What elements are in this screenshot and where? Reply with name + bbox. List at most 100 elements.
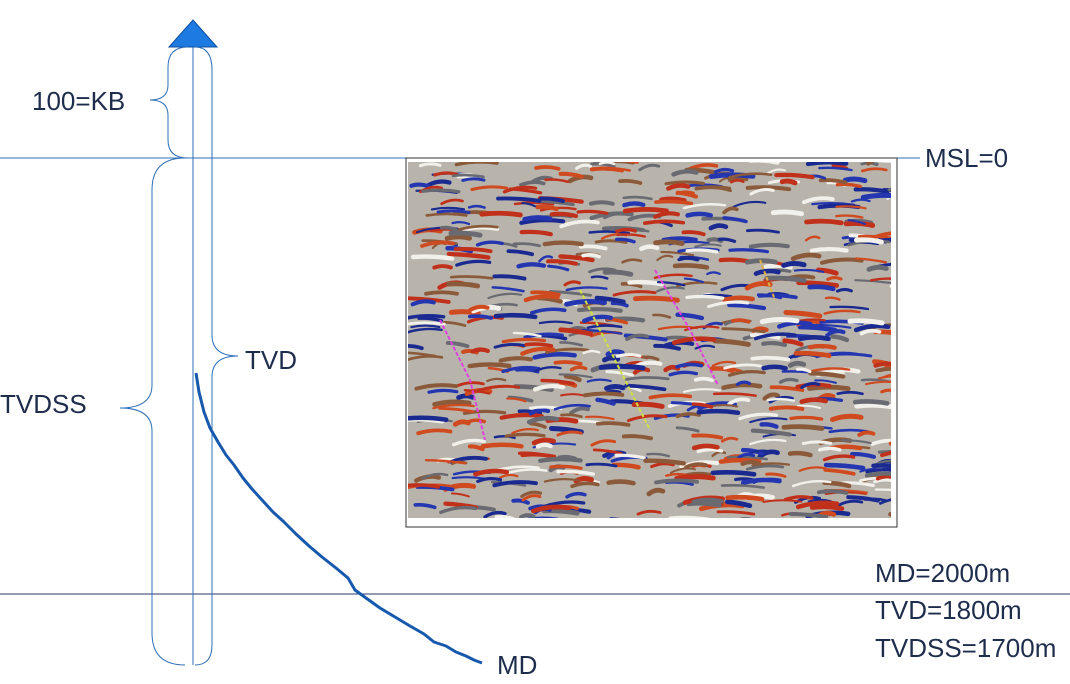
seismic-stroke: [672, 263, 710, 270]
seismic-stroke: [717, 237, 737, 244]
seismic-stroke: [432, 403, 475, 410]
seismic-stroke: [417, 316, 444, 323]
seismic-stroke: [611, 462, 641, 470]
seismic-stroke: [531, 437, 556, 446]
seismic-stroke: [778, 377, 799, 384]
seismic-stroke: [438, 406, 475, 414]
seismic-stroke: [870, 438, 891, 446]
seismic-stroke: [757, 449, 780, 460]
seismic-stroke: [809, 247, 849, 253]
seismic-stroke: [749, 417, 788, 424]
seismic-stroke: [535, 204, 559, 212]
seismic-stroke: [748, 242, 790, 249]
seismic-stroke: [681, 230, 706, 237]
seismic-stroke: [795, 500, 840, 510]
seismic-stroke: [450, 492, 470, 498]
seismic-stroke: [414, 383, 458, 391]
seismic-stroke: [470, 185, 509, 192]
seismic-stroke: [451, 221, 471, 226]
seismic-stroke: [882, 373, 891, 379]
seismic-stroke: [520, 490, 543, 498]
seismic-stroke: [547, 264, 570, 272]
seismic-stroke: [446, 281, 481, 289]
seismic-stroke: [538, 456, 583, 463]
seismic-stroke: [822, 454, 856, 462]
seismic-stroke: [691, 443, 720, 451]
seismic-stroke: [859, 476, 890, 483]
seismic-stroke: [553, 360, 583, 366]
seismic-stroke: [798, 334, 831, 342]
seismic-stroke: [745, 464, 785, 471]
seismic-stroke: [507, 395, 534, 403]
seismic-stroke: [877, 449, 891, 454]
seismic-stroke: [710, 470, 757, 477]
seismic-stroke: [603, 211, 634, 220]
seismic-stroke: [857, 234, 891, 240]
kb-label: 100=KB: [32, 86, 125, 116]
seismic-stroke: [843, 220, 876, 228]
seismic-stroke: [857, 430, 876, 437]
seismic-stroke: [592, 448, 623, 455]
seismic-stroke: [430, 206, 466, 211]
seismic-stroke: [595, 397, 616, 406]
seismic-stroke: [871, 463, 891, 469]
seismic-stroke: [712, 392, 757, 397]
seismic-stroke: [725, 499, 753, 509]
seismic-stroke: [557, 454, 577, 460]
seismic-stroke: [493, 312, 538, 320]
seismic-stroke: [846, 495, 880, 503]
seismic-stroke: [708, 172, 756, 180]
seismic-stroke: [614, 453, 646, 460]
seismic-stroke: [788, 511, 829, 518]
seismic-stroke: [513, 201, 555, 206]
seismic-stroke: [475, 240, 504, 247]
seismic-stroke: [764, 275, 807, 283]
seismic-stroke: [807, 284, 836, 292]
seismic-stroke: [558, 171, 584, 179]
seismic-stroke: [853, 323, 891, 333]
seismic-stroke: [656, 254, 674, 262]
seismic-stroke: [685, 294, 725, 300]
seismic-stroke: [455, 259, 492, 267]
seismic-stroke: [801, 440, 833, 446]
seismic-stroke: [443, 320, 467, 327]
seismic-stroke: [713, 167, 735, 174]
seismic-stroke: [530, 504, 572, 514]
seismic-stroke: [850, 451, 877, 459]
seismic-stroke: [783, 310, 823, 319]
seismic-stroke: [408, 354, 444, 362]
seismic-stroke: [586, 378, 612, 383]
seismic-stroke: [424, 458, 467, 465]
seismic-stroke: [675, 412, 701, 419]
seismic-stroke: [823, 468, 856, 476]
seismic-stroke: [722, 206, 739, 215]
seismic-stroke: [835, 214, 864, 219]
seismic-stroke: [696, 408, 741, 416]
seismic-stroke: [899, 496, 932, 498]
seismic-stroke: [516, 262, 547, 269]
seismic-stroke: [660, 250, 695, 257]
seismic-stroke: [594, 295, 626, 305]
seismic-stroke: [582, 391, 625, 398]
seismic-stroke: [859, 328, 882, 336]
seismic-stroke: [854, 257, 888, 264]
seismic-stroke: [774, 172, 815, 180]
seismic-stroke: [622, 207, 669, 214]
seismic-stroke: [678, 255, 700, 262]
md-label: MD: [497, 650, 537, 680]
seismic-stroke: [779, 178, 798, 186]
seismic-stroke: [618, 178, 643, 185]
seismic-stroke: [765, 472, 787, 478]
seismic-stroke: [424, 290, 459, 296]
seismic-stroke: [408, 344, 424, 351]
seismic-stroke: [880, 388, 891, 394]
seismic-stroke: [787, 450, 813, 458]
seismic-stroke: [420, 240, 455, 248]
seismic-stroke: [483, 510, 507, 518]
seismic-stroke: [814, 379, 837, 384]
seismic-stroke: [408, 483, 440, 489]
seismic-stroke: [410, 324, 441, 329]
seismic-stroke: [432, 399, 472, 407]
seismic-stroke: [585, 462, 618, 468]
seismic-stroke: [621, 434, 653, 441]
